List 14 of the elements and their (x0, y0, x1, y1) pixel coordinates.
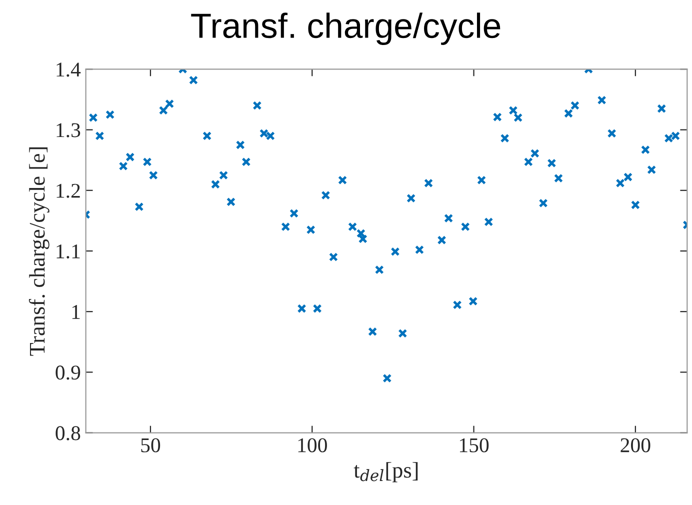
y-tick-label: 1.3 (56, 123, 80, 138)
y-tick-label: 1.2 (56, 184, 80, 198)
y-tick-label: 1 (72, 305, 80, 319)
y-axis-title: Transf. charge/cycle [e] (28, 147, 50, 356)
y-tick-label: 0.9 (56, 366, 80, 380)
x-axis-title: t$_{del}$[ps] (354, 462, 418, 482)
y-tick-label: 1.4 (56, 62, 81, 77)
y-tick-label: 1.1 (56, 244, 80, 259)
x-tick-label: 50 (141, 438, 160, 452)
x-tick-label: 100 (298, 438, 327, 452)
y-tick-label: 0.8 (56, 426, 80, 440)
x-tick-label: 200 (620, 438, 650, 452)
x-tick-label: 150 (460, 438, 489, 452)
chart-title: Transf. charge/cycle (191, 12, 500, 45)
